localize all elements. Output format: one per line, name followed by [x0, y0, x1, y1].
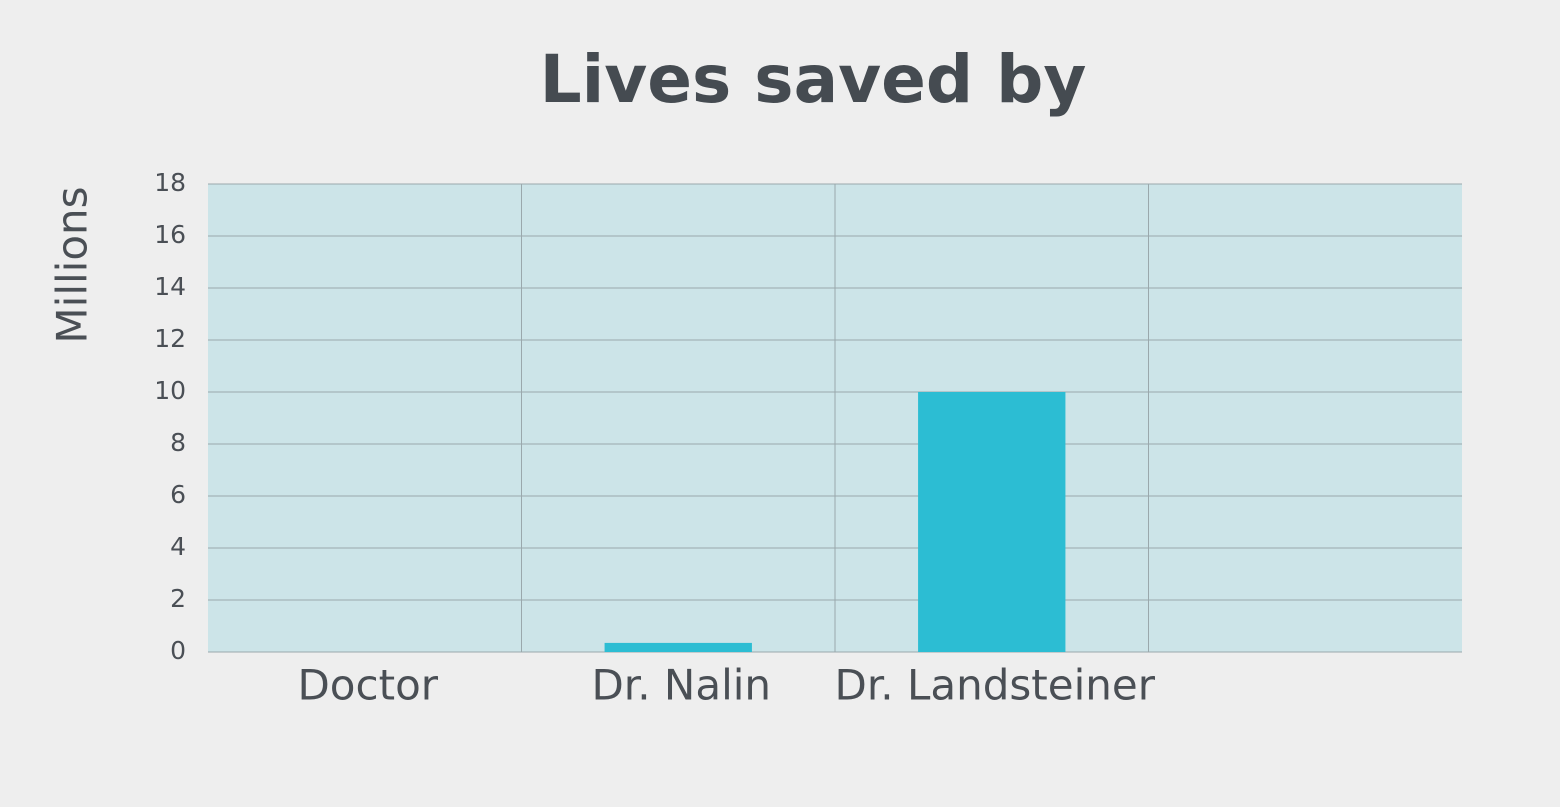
x-tick-label: Doctor	[297, 661, 438, 710]
y-tick-label: 6	[170, 480, 186, 509]
y-tick-label: 18	[154, 168, 186, 197]
y-tick-label: 16	[154, 220, 186, 249]
y-tick-label: 2	[170, 584, 186, 613]
y-tick-label: 14	[154, 272, 186, 301]
y-tick-label: 10	[154, 376, 186, 405]
y-axis-label: Millions	[48, 186, 97, 343]
bar	[918, 392, 1066, 652]
y-tick-label: 4	[170, 532, 186, 561]
chart-title: Lives saved by	[540, 41, 1087, 118]
y-tick-label: 8	[170, 428, 186, 457]
x-tick-label: Dr. Landsteiner	[835, 661, 1156, 710]
bar	[604, 642, 752, 652]
y-tick-label: 0	[170, 636, 186, 665]
y-tick-label: 12	[154, 324, 186, 353]
x-tick-label: Dr. Nalin	[591, 661, 771, 710]
